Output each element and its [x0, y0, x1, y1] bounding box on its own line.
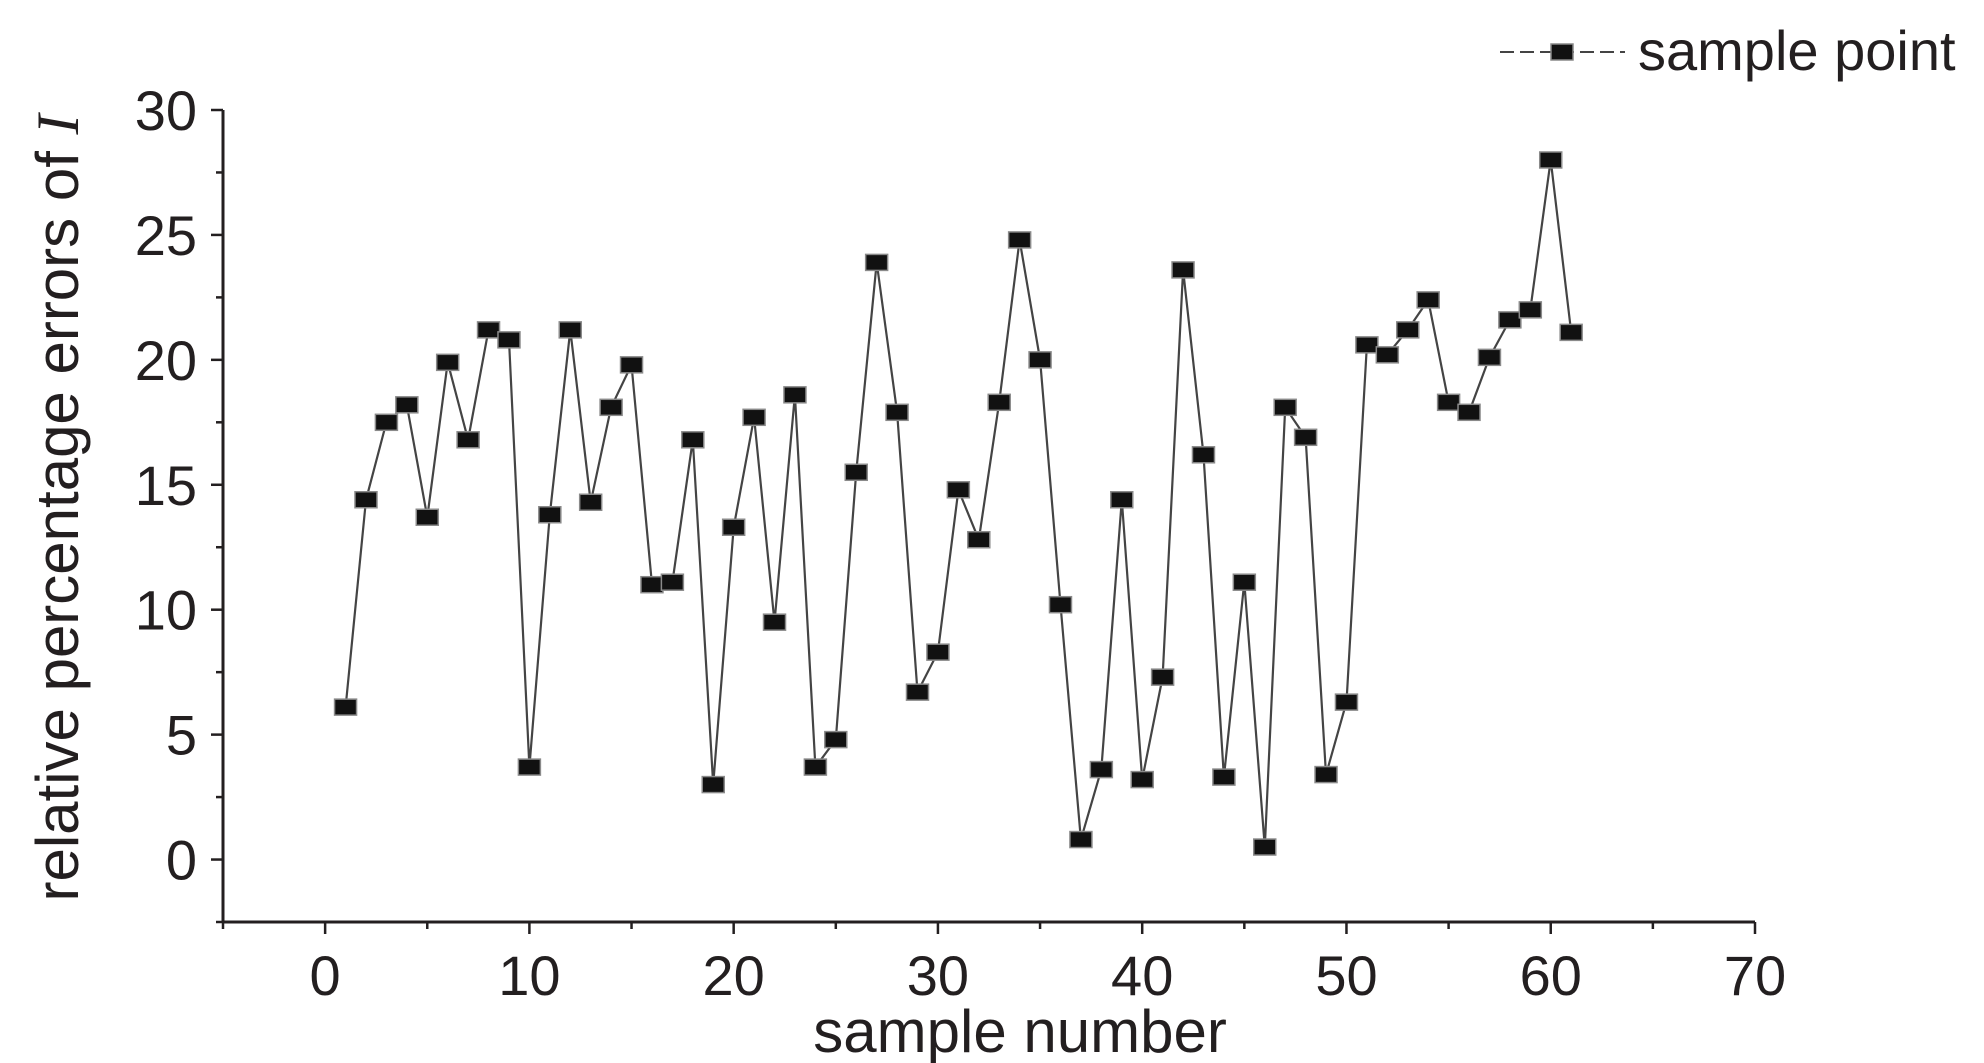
data-point — [701, 775, 725, 794]
data-point — [1048, 595, 1073, 614]
data-point — [1559, 323, 1583, 342]
data-point — [1518, 301, 1543, 319]
data-point — [333, 698, 358, 716]
x-tick-label: 70 — [1724, 944, 1786, 1007]
data-point — [1273, 398, 1297, 417]
y-tick-label: 0 — [166, 829, 197, 892]
x-axis-title: sample number — [813, 998, 1227, 1063]
y-axis-title-text: relative percentage errors of — [24, 134, 91, 901]
data-point — [864, 253, 889, 272]
data-point — [905, 683, 930, 701]
data-point — [1395, 321, 1420, 339]
data-point — [374, 413, 399, 432]
data-point — [742, 408, 766, 427]
data-point — [660, 573, 685, 591]
data-point — [1334, 693, 1359, 711]
data-point — [1028, 351, 1052, 369]
data-point — [1130, 770, 1154, 789]
data-point — [1212, 768, 1236, 786]
data-point — [435, 353, 460, 372]
data-point — [1150, 668, 1175, 686]
data-point — [517, 758, 542, 776]
data-point — [1436, 393, 1461, 412]
data-point — [1355, 336, 1379, 354]
x-ticks: 0 10 20 30 40 50 60 70 — [221, 922, 1786, 1007]
data-point — [558, 321, 583, 339]
data-point — [721, 518, 746, 536]
x-tick-label: 40 — [1111, 944, 1173, 1007]
y-tick-label: 25 — [135, 204, 197, 267]
x-tick-label: 50 — [1315, 944, 1377, 1007]
data-point — [619, 356, 644, 374]
data-point — [926, 643, 950, 661]
data-point — [783, 386, 807, 404]
data-point — [1457, 403, 1481, 422]
data-point — [456, 431, 480, 449]
data-point — [1110, 491, 1134, 509]
data-point — [1069, 830, 1093, 849]
data-point — [844, 463, 868, 482]
data-point — [1191, 446, 1216, 464]
data-point — [497, 331, 521, 349]
data-point — [1314, 765, 1338, 784]
data-point — [1498, 311, 1522, 329]
x-tick-label: 20 — [703, 944, 765, 1007]
y-ticks: 0 5 10 15 20 25 30 — [135, 79, 223, 924]
data-point — [395, 396, 419, 414]
data-point — [1293, 428, 1318, 447]
data-point — [967, 530, 991, 549]
y-tick-label: 20 — [135, 329, 197, 392]
data-point — [1171, 261, 1195, 279]
data-point — [1375, 346, 1400, 364]
data-point — [762, 613, 787, 631]
data-point — [538, 506, 562, 524]
x-tick-label: 30 — [907, 944, 969, 1007]
y-tick-label: 10 — [135, 579, 197, 642]
data-point — [946, 481, 971, 499]
legend-marker-swatch — [1550, 43, 1574, 61]
data-point — [1538, 151, 1563, 169]
y-axis-title-variable: I — [25, 111, 91, 135]
data-point — [885, 403, 909, 422]
x-tick-label: 60 — [1520, 944, 1582, 1007]
y-tick-label: 30 — [135, 79, 197, 142]
data-point — [1089, 760, 1114, 779]
data-point — [1477, 348, 1502, 367]
data-point — [824, 730, 848, 749]
x-tick-label: 10 — [498, 944, 560, 1007]
legend: sample point — [1500, 19, 1956, 82]
data-point — [987, 393, 1011, 412]
data-point — [1007, 231, 1032, 249]
data-point — [599, 398, 623, 417]
y-tick-label: 15 — [135, 454, 197, 517]
data-point — [578, 493, 603, 512]
data-point — [1253, 838, 1277, 856]
x-tick-label: 0 — [310, 944, 341, 1007]
series-layer — [333, 151, 1583, 856]
data-point — [681, 431, 705, 449]
data-point — [640, 575, 664, 594]
data-point — [415, 508, 440, 526]
series-line — [344, 159, 1573, 848]
data-point — [1416, 291, 1440, 309]
axes: 0 5 10 15 20 25 30 0 10 20 30 40 50 60 70 — [135, 79, 1786, 1007]
y-tick-label: 5 — [166, 704, 197, 767]
data-point — [354, 491, 378, 509]
legend-label: sample point — [1638, 19, 1956, 82]
data-point — [803, 758, 828, 776]
data-point — [476, 321, 501, 339]
y-axis-title: relative percentage errors of I — [24, 111, 91, 901]
data-point — [1232, 573, 1257, 591]
